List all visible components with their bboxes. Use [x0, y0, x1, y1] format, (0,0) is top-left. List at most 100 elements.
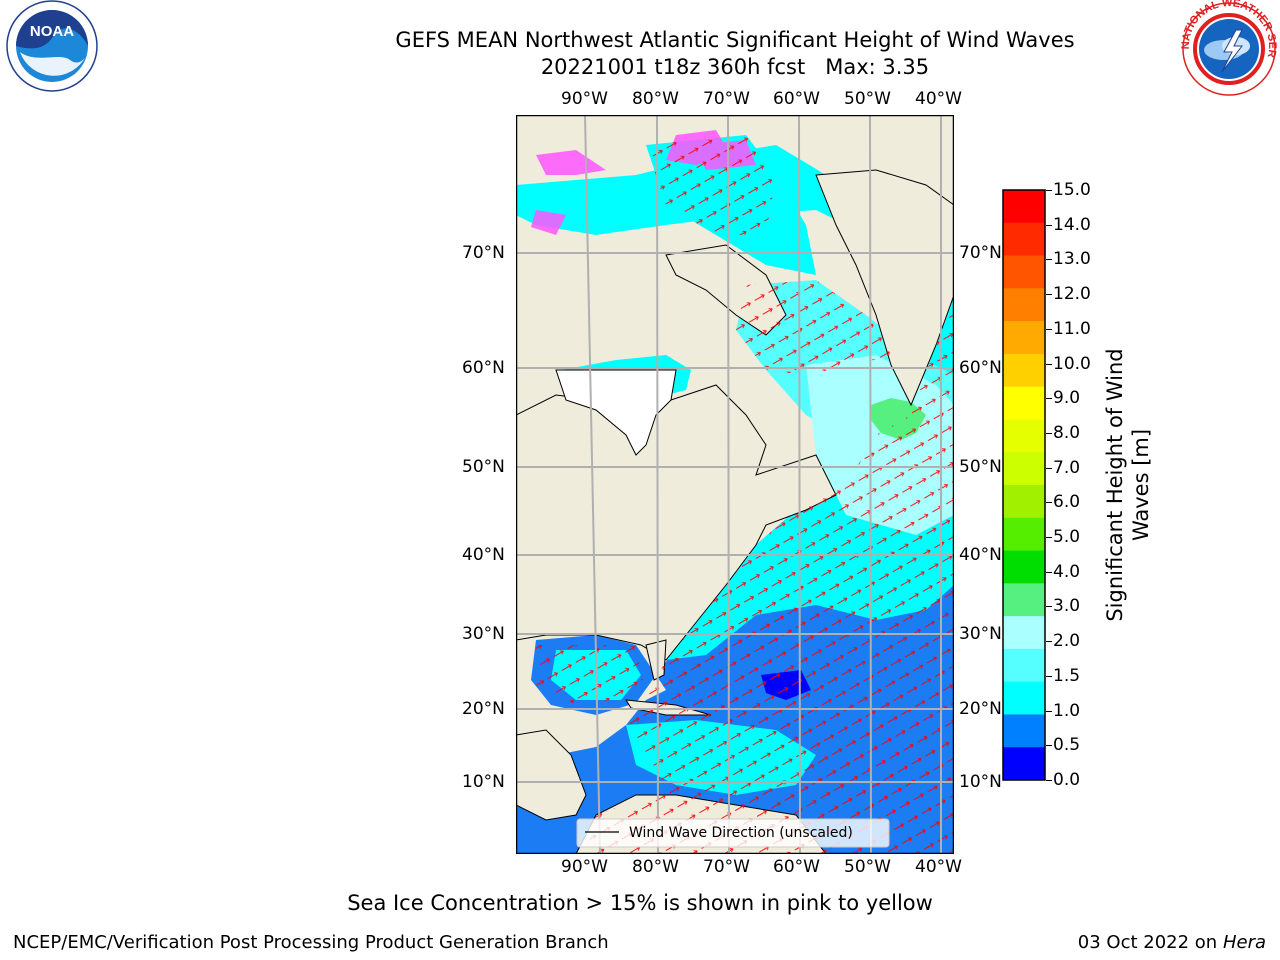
- lon-label-top-90w: 90°W: [561, 89, 608, 109]
- sea-ice-note: Sea Ice Concentration > 15% is shown in …: [347, 891, 933, 915]
- colorbar-tick-label: 14.0: [1053, 214, 1091, 235]
- colorbar-tick-mark: [1046, 710, 1052, 712]
- colorbar-tick-label: 12.0: [1053, 284, 1091, 305]
- map: Wind Wave Direction (unscaled): [516, 115, 954, 854]
- colorbar-tick-mark: [1046, 675, 1052, 677]
- colorbar-tick-label: 5.0: [1053, 527, 1081, 548]
- colorbar-tick-label: 0.5: [1053, 735, 1081, 756]
- colorbar-segment: [1003, 583, 1045, 617]
- lon-label-bottom-60w: 60°W: [773, 857, 820, 877]
- colorbar-tick-mark: [1046, 398, 1052, 400]
- white-nodata: [555, 369, 677, 456]
- graticule: [516, 115, 954, 854]
- lat-label-left-10n: 10°N: [462, 772, 505, 792]
- colorbar-tick-label: 2.0: [1053, 631, 1081, 652]
- lon-label-top-80w: 80°W: [632, 89, 679, 109]
- lat-label-left-60n: 60°N: [462, 358, 505, 378]
- lon-label-bottom-50w: 50°W: [844, 857, 891, 877]
- colorbar-segment: [1003, 288, 1045, 322]
- colorbar-segment: [1003, 353, 1045, 388]
- colorbar-tick-label: 6.0: [1053, 492, 1081, 513]
- colorbar-segment: [1003, 321, 1045, 355]
- colorbar-segment: [1003, 386, 1045, 420]
- colorbar-tick-mark: [1046, 606, 1052, 608]
- colorbar-tick-mark: [1046, 190, 1052, 191]
- colorbar-tick-label: 4.0: [1053, 561, 1081, 582]
- lat-label-left-50n: 50°N: [462, 457, 505, 477]
- colorbar-tick-label: 1.0: [1053, 700, 1081, 721]
- colorbar-segment: [1003, 616, 1045, 650]
- lat-label-right-30n: 30°N: [959, 624, 1002, 644]
- wind-arrows: [536, 135, 954, 854]
- lat-label-right-20n: 20°N: [959, 699, 1002, 719]
- colorbar-segment: [1003, 419, 1045, 453]
- colorbar-tick-mark: [1046, 571, 1052, 573]
- date-credit: 03 Oct 2022 on Hera: [1078, 932, 1266, 954]
- branch-credit: NCEP/EMC/Verification Post Processing Pr…: [13, 932, 609, 953]
- lon-label-top-70w: 70°W: [703, 89, 750, 109]
- colorbar-tick-mark: [1046, 780, 1052, 781]
- colorbar-tick-mark: [1046, 745, 1052, 747]
- lon-label-top-50w: 50°W: [844, 89, 891, 109]
- colorbar-segment: [1003, 485, 1045, 519]
- colorbar-tick-label: 1.5: [1053, 665, 1081, 686]
- colorbar-segment: [1003, 255, 1045, 289]
- colorbar-tick-mark: [1046, 259, 1052, 261]
- colorbar: [1002, 189, 1046, 781]
- lat-label-right-50n: 50°N: [959, 457, 1002, 477]
- colorbar-tick-label: 7.0: [1053, 457, 1081, 478]
- lat-label-right-40n: 40°N: [959, 545, 1002, 565]
- colorbar-tick-mark: [1046, 294, 1052, 296]
- nws-logo: NATIONAL WEATHER SERVICE: [1178, 0, 1278, 96]
- noaa-text: NOAA: [30, 23, 74, 40]
- colorbar-tick-mark: [1046, 467, 1052, 469]
- lat-label-left-30n: 30°N: [462, 624, 505, 644]
- lat-label-left-70n: 70°N: [462, 243, 505, 263]
- colorbar-tick-label: 15.0: [1053, 180, 1091, 200]
- colorbar-label-line1: Significant Height of Wind: [1103, 348, 1127, 622]
- lat-label-right-10n: 10°N: [959, 772, 1002, 792]
- colorbar-segment: [1003, 681, 1045, 715]
- greenland: [815, 169, 954, 407]
- lon-label-bottom-90w: 90°W: [561, 857, 608, 877]
- legend-label: Wind Wave Direction (unscaled): [629, 825, 853, 841]
- colorbar-segment: [1003, 550, 1045, 584]
- colorbar-tick-label: 9.0: [1053, 388, 1081, 409]
- colorbar-segment: [1003, 517, 1045, 552]
- noaa-logo: NOAA: [6, 0, 98, 92]
- colorbar-segment: [1003, 190, 1045, 224]
- map-legend: Wind Wave Direction (unscaled): [576, 818, 890, 848]
- central-america: [516, 729, 587, 821]
- lon-label-bottom-70w: 70°W: [703, 857, 750, 877]
- colorbar-tick-mark: [1046, 328, 1052, 330]
- colorbar-tick-label: 13.0: [1053, 249, 1091, 270]
- colorbar-label-line2: Waves [m]: [1129, 428, 1153, 542]
- date-text: 03 Oct 2022 on: [1077, 932, 1218, 953]
- colorbar-segment: [1003, 648, 1045, 683]
- lat-label-right-70n: 70°N: [959, 243, 1002, 263]
- chart-title-line2: 20221001 t18z 360h fcst Max: 3.35: [540, 55, 930, 79]
- chart-title-line1: GEFS MEAN Northwest Atlantic Significant…: [395, 28, 1075, 52]
- colorbar-tick-mark: [1046, 432, 1052, 434]
- lon-label-top-40w: 40°W: [915, 89, 962, 109]
- colorbar-segment: [1003, 714, 1045, 748]
- lon-label-bottom-40w: 40°W: [915, 857, 962, 877]
- colorbar-tick-mark: [1046, 537, 1052, 539]
- colorbar-tick-mark: [1046, 502, 1052, 504]
- colorbar-tick-label: 10.0: [1053, 353, 1091, 374]
- lon-label-bottom-80w: 80°W: [632, 857, 679, 877]
- colorbar-tick-mark: [1046, 363, 1052, 365]
- colorbar-tick-label: 0.0: [1053, 770, 1081, 790]
- colorbar-segment: [1003, 747, 1045, 781]
- colorbar-tick-label: 11.0: [1053, 318, 1091, 339]
- colorbar-tick-mark: [1046, 641, 1052, 643]
- colorbar-segment: [1003, 452, 1045, 486]
- colorbar-tick-label: 8.0: [1053, 422, 1081, 443]
- lat-label-left-40n: 40°N: [462, 545, 505, 565]
- lat-label-left-20n: 20°N: [462, 699, 505, 719]
- colorbar-tick-mark: [1046, 224, 1052, 226]
- machine-text: Hera: [1222, 932, 1266, 953]
- colorbar-segment: [1003, 222, 1045, 257]
- lon-label-top-60w: 60°W: [773, 89, 820, 109]
- lat-label-right-60n: 60°N: [959, 358, 1002, 378]
